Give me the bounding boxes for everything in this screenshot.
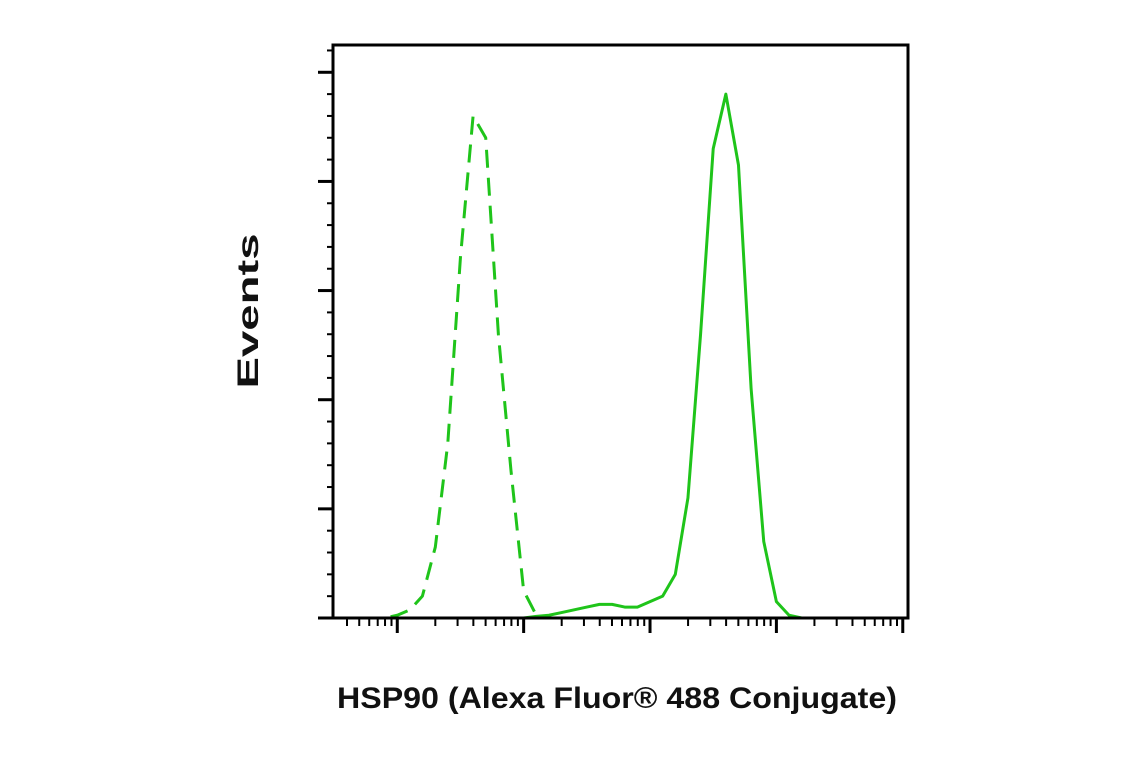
y-axis-label: Events (232, 234, 265, 389)
histogram-line (334, 92, 903, 620)
plot-frame (331, 43, 910, 620)
x-axis-label: HSP90 (Alexa Fluor® 488 Conjugate) (337, 682, 897, 715)
histogram-line (334, 114, 903, 620)
